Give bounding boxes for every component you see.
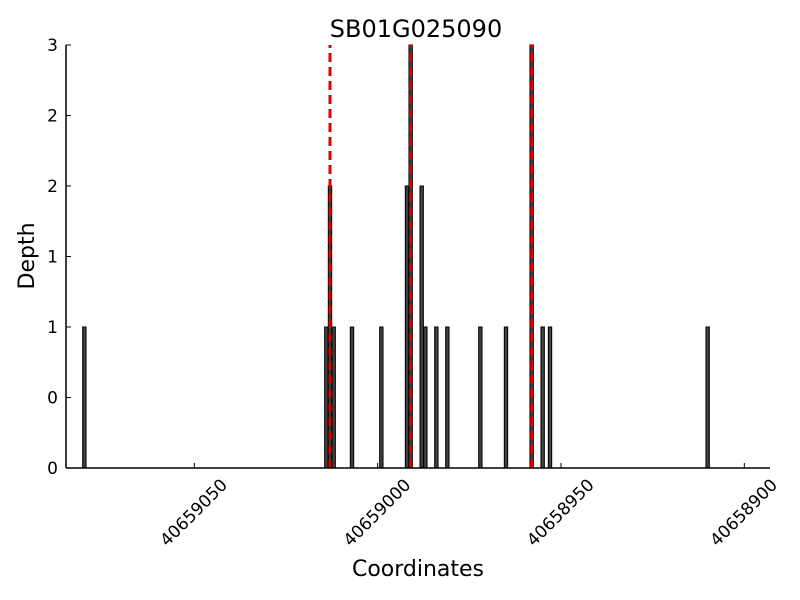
y-tick-label-0: 0 [47, 459, 58, 479]
depth-bar-16 [547, 326, 553, 469]
y-ticks: 0 0 1 1 2 2 3 [47, 36, 71, 479]
x-axis-label: Coordinates [352, 557, 484, 582]
depth-bar-15 [540, 326, 545, 469]
depth-bar-8 [419, 185, 424, 469]
x-tick-label-0: 40659050 [157, 475, 232, 550]
depth-bar-12 [478, 326, 483, 469]
y-tick-label-4: 2 [47, 177, 58, 197]
markers-layer [328, 45, 534, 468]
depth-bar-4 [349, 326, 355, 469]
chart-title: SB01G025090 [330, 15, 502, 43]
depth-bar-3 [331, 326, 336, 469]
y-tick-label-3: 1 [47, 248, 58, 268]
depth-bar-17 [705, 326, 710, 469]
depth-bar-1 [324, 326, 329, 469]
depth-bar-10 [434, 326, 439, 469]
x-tick-label-2: 40658950 [523, 475, 598, 550]
y-axis-label: Depth [15, 222, 40, 289]
y-tick-label-6: 3 [47, 36, 58, 56]
y-tick-label-1: 0 [47, 389, 58, 409]
x-ticks: 40659050 40659000 40658950 40658900 [157, 463, 782, 551]
depth-bar-6 [404, 185, 410, 469]
x-tick-label-1: 40659000 [340, 475, 415, 550]
y-tick-label-2: 1 [47, 318, 58, 338]
y-tick-label-5: 2 [47, 107, 58, 127]
depth-bar-9 [423, 326, 428, 469]
depth-bar-11 [445, 326, 450, 469]
depth-bar-0 [82, 326, 87, 469]
x-tick-label-3: 40658900 [707, 475, 782, 550]
bars-layer [82, 44, 710, 469]
depth-bar-13 [503, 326, 509, 469]
axes-layer [65, 45, 770, 469]
depth-bar-5 [379, 326, 384, 469]
